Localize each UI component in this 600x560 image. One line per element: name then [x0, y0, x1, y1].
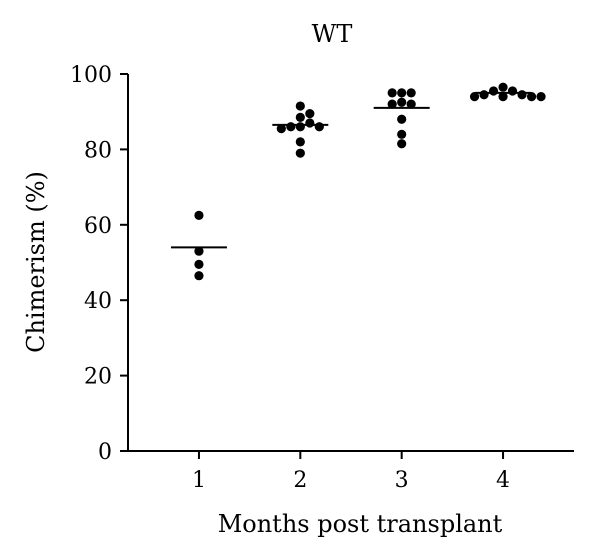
y-tick-label: 20: [84, 365, 112, 390]
data-point: [498, 92, 508, 102]
x-tick-label: 2: [293, 468, 307, 493]
y-tick-label: 0: [98, 440, 112, 465]
data-point: [397, 97, 407, 107]
data-point: [295, 101, 305, 111]
data-point: [517, 90, 527, 100]
data-point: [194, 210, 204, 220]
data-point: [526, 92, 537, 102]
data-point: [536, 92, 546, 102]
data-marks: [170, 82, 546, 281]
data-point: [305, 108, 315, 119]
data-point: [295, 112, 305, 122]
data-point: [295, 148, 305, 158]
data-point: [387, 88, 397, 98]
data-point: [305, 118, 315, 128]
data-point: [194, 271, 204, 281]
x-tick-label: 4: [496, 468, 510, 493]
axes: 0 20 40 60 80 100 1 2 3 4: [70, 63, 574, 493]
data-point: [406, 88, 416, 98]
data-point: [286, 122, 296, 132]
data-point: [194, 246, 204, 256]
data-point: [295, 122, 305, 132]
data-point: [295, 137, 305, 147]
data-point: [397, 114, 407, 124]
y-axis-label: Chimerism (%): [22, 171, 50, 353]
data-point: [479, 90, 489, 100]
data-point: [488, 86, 499, 96]
data-point: [276, 124, 286, 134]
data-point: [194, 259, 204, 269]
y-tick-label: 60: [84, 214, 112, 239]
data-point: [397, 88, 407, 98]
data-point: [406, 99, 416, 109]
data-point: [314, 122, 324, 132]
y-tick-label: 100: [70, 63, 112, 88]
data-point: [397, 129, 407, 139]
y-tick-label: 40: [84, 289, 112, 314]
x-tick-label: 3: [395, 468, 409, 493]
data-point: [469, 92, 480, 102]
x-axis-label: Months post transplant: [218, 510, 503, 538]
data-point: [387, 99, 397, 109]
data-point: [507, 86, 518, 96]
x-tick-label: 1: [192, 468, 206, 493]
chart-title: WT: [312, 20, 353, 48]
data-point: [397, 139, 407, 149]
y-tick-label: 80: [84, 138, 112, 163]
data-point: [498, 82, 508, 92]
